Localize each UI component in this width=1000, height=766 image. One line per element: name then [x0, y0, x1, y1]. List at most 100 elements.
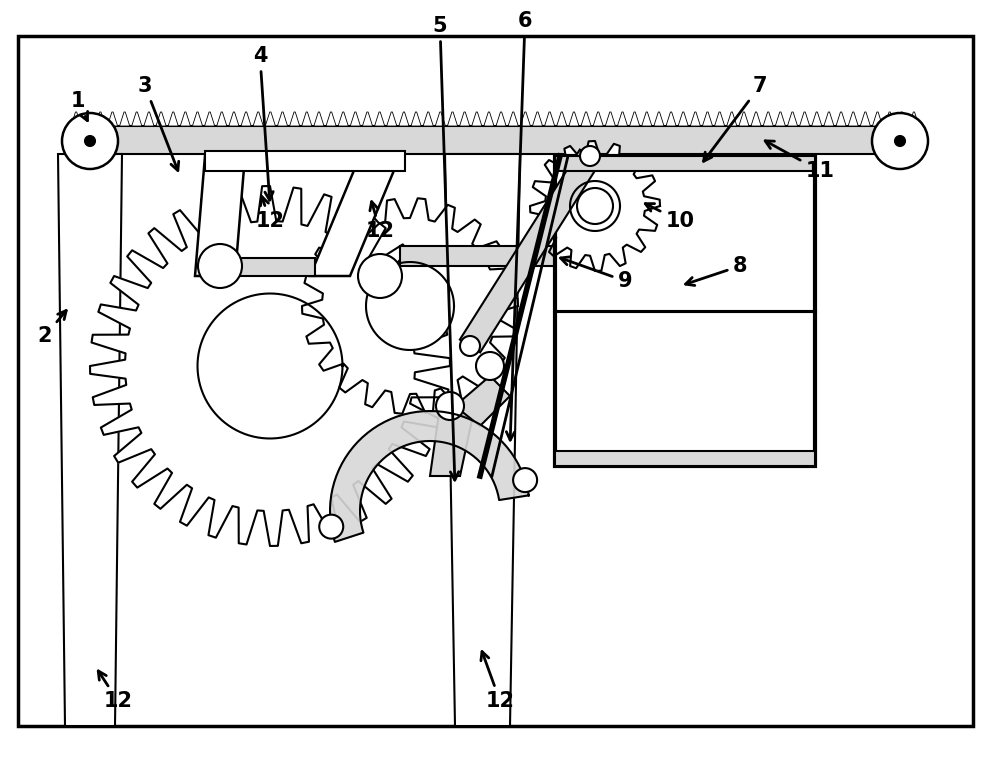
Polygon shape: [617, 112, 628, 126]
Polygon shape: [530, 141, 660, 271]
Polygon shape: [314, 112, 324, 126]
Polygon shape: [630, 112, 640, 126]
Polygon shape: [326, 112, 336, 126]
Polygon shape: [423, 112, 433, 126]
Bar: [205, 151, 405, 171]
Polygon shape: [472, 112, 482, 126]
Polygon shape: [290, 112, 300, 126]
Bar: [555, 156, 815, 466]
Circle shape: [460, 336, 480, 356]
Polygon shape: [484, 112, 494, 126]
Polygon shape: [775, 112, 785, 126]
Polygon shape: [302, 198, 518, 414]
Polygon shape: [836, 112, 846, 126]
Polygon shape: [848, 112, 858, 126]
Circle shape: [319, 515, 343, 538]
Polygon shape: [727, 112, 737, 126]
Polygon shape: [812, 112, 822, 126]
Text: 12: 12: [256, 197, 285, 231]
Text: 10: 10: [645, 204, 694, 231]
Polygon shape: [800, 112, 810, 126]
Polygon shape: [508, 112, 518, 126]
Polygon shape: [751, 112, 761, 126]
Polygon shape: [860, 112, 870, 126]
Polygon shape: [195, 156, 245, 276]
Polygon shape: [132, 112, 142, 126]
Polygon shape: [217, 112, 227, 126]
Polygon shape: [715, 112, 725, 126]
Bar: [555, 156, 815, 171]
Text: 12: 12: [481, 652, 514, 711]
Polygon shape: [387, 112, 397, 126]
Polygon shape: [872, 112, 883, 126]
Text: 12: 12: [366, 201, 395, 241]
Circle shape: [198, 244, 242, 288]
Polygon shape: [570, 181, 620, 231]
Polygon shape: [192, 112, 203, 126]
Polygon shape: [168, 112, 178, 126]
Polygon shape: [375, 112, 385, 126]
Polygon shape: [253, 112, 263, 126]
Polygon shape: [460, 149, 600, 352]
Polygon shape: [557, 112, 567, 126]
Polygon shape: [824, 112, 834, 126]
Polygon shape: [435, 112, 445, 126]
Circle shape: [580, 146, 600, 166]
Polygon shape: [310, 156, 400, 276]
Circle shape: [358, 254, 402, 298]
Polygon shape: [455, 376, 510, 426]
Polygon shape: [787, 112, 798, 126]
Polygon shape: [302, 112, 312, 126]
Bar: [400, 246, 585, 266]
Circle shape: [62, 113, 118, 169]
Polygon shape: [739, 112, 749, 126]
Polygon shape: [350, 112, 360, 126]
Text: 12: 12: [98, 671, 133, 711]
Bar: [70, 126, 920, 154]
Polygon shape: [885, 112, 895, 126]
Circle shape: [85, 136, 95, 146]
Polygon shape: [144, 112, 154, 126]
Text: 4: 4: [253, 46, 273, 200]
Text: 3: 3: [138, 76, 179, 171]
Polygon shape: [654, 112, 664, 126]
Text: 9: 9: [561, 257, 632, 291]
Polygon shape: [90, 186, 450, 546]
Polygon shape: [180, 112, 190, 126]
Polygon shape: [156, 112, 166, 126]
Polygon shape: [445, 154, 520, 726]
Polygon shape: [569, 112, 579, 126]
Polygon shape: [107, 112, 118, 126]
Polygon shape: [763, 112, 773, 126]
Circle shape: [436, 392, 464, 420]
Text: 11: 11: [765, 141, 834, 181]
Text: 1: 1: [71, 91, 88, 121]
Bar: [235, 258, 315, 276]
Polygon shape: [520, 112, 530, 126]
Text: 6: 6: [506, 11, 532, 440]
Polygon shape: [430, 406, 475, 476]
Polygon shape: [460, 112, 470, 126]
Polygon shape: [642, 112, 652, 126]
Text: 5: 5: [433, 16, 459, 480]
Polygon shape: [666, 112, 676, 126]
Text: 2: 2: [38, 310, 66, 346]
Polygon shape: [265, 112, 275, 126]
Polygon shape: [897, 112, 907, 126]
Polygon shape: [690, 112, 700, 126]
Polygon shape: [496, 112, 506, 126]
Polygon shape: [399, 112, 409, 126]
Polygon shape: [702, 112, 713, 126]
Polygon shape: [532, 112, 543, 126]
Bar: [555, 451, 815, 466]
Polygon shape: [241, 112, 251, 126]
Circle shape: [895, 136, 905, 146]
Polygon shape: [411, 112, 421, 126]
Polygon shape: [58, 154, 122, 726]
Circle shape: [513, 468, 537, 492]
Polygon shape: [909, 112, 919, 126]
Polygon shape: [120, 112, 130, 126]
Polygon shape: [447, 112, 458, 126]
Polygon shape: [362, 112, 373, 126]
Polygon shape: [95, 112, 105, 126]
